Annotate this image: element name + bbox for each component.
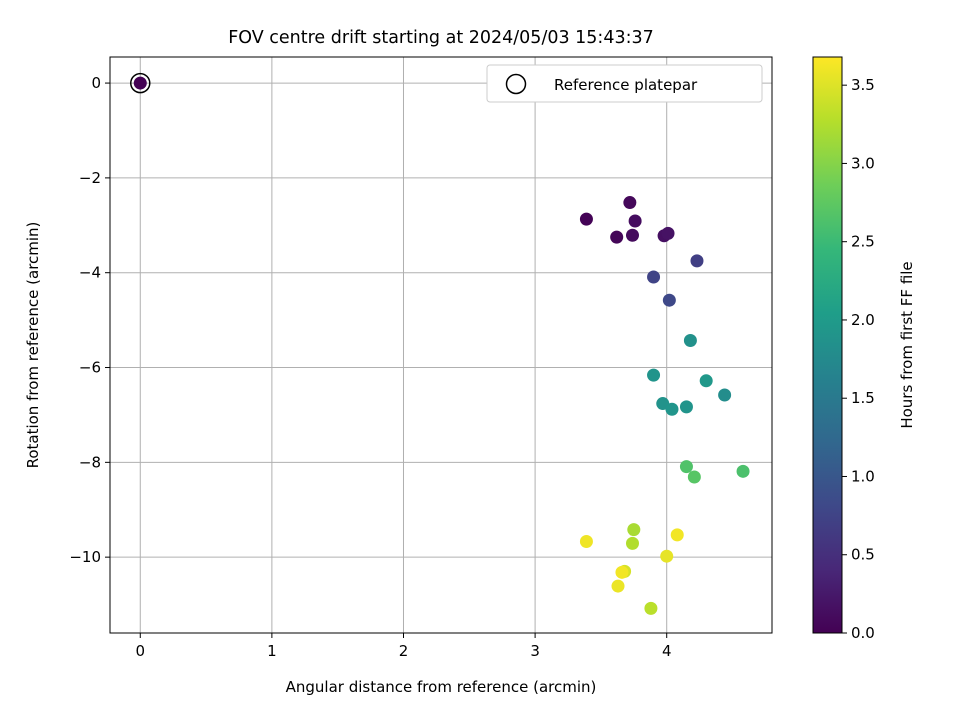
scatter-point bbox=[683, 333, 697, 347]
colorbar-tick-label: 1.5 bbox=[851, 389, 875, 407]
y-tick-label: −6 bbox=[79, 359, 101, 377]
scatter-point bbox=[736, 464, 750, 478]
scatter-point bbox=[647, 270, 661, 284]
scatter-points bbox=[130, 72, 750, 615]
scatter-point bbox=[615, 565, 629, 579]
x-tick-label: 1 bbox=[267, 642, 277, 660]
scatter-point bbox=[610, 230, 624, 244]
scatter-point bbox=[579, 212, 593, 226]
legend: Reference platepar bbox=[486, 64, 763, 103]
colorbar-tick-label: 0.0 bbox=[851, 624, 875, 642]
legend-label-reference-platepar: Reference platepar bbox=[554, 76, 698, 94]
colorbar-tick-label: 2.0 bbox=[851, 311, 875, 329]
scatter-point bbox=[625, 228, 639, 242]
colorbar-gradient bbox=[813, 57, 842, 633]
scatter-point bbox=[625, 536, 639, 550]
scatter-point bbox=[647, 368, 661, 382]
y-axis: 0 −2 −4 −6 −8 −10 bbox=[69, 74, 110, 566]
legend-marker-reference bbox=[505, 73, 527, 95]
colorbar-ticks: 0.0 0.5 1.0 1.5 2.0 2.5 3.0 3.5 bbox=[842, 76, 875, 642]
scatter-point bbox=[627, 523, 641, 537]
scatter-point bbox=[679, 460, 693, 474]
colorbar-tick-label: 3.5 bbox=[851, 76, 875, 94]
scatter-point bbox=[665, 402, 679, 416]
colorbar: 0.0 0.5 1.0 1.5 2.0 2.5 3.0 3.5 Hours from firs… bbox=[812, 56, 916, 642]
scatter-point bbox=[662, 293, 676, 307]
reference-platepar-marker bbox=[130, 72, 151, 94]
y-tick-label: −4 bbox=[79, 264, 101, 282]
x-tick-label: 4 bbox=[662, 642, 672, 660]
x-axis: 0 1 2 3 4 bbox=[135, 633, 671, 660]
scatter-point bbox=[579, 535, 593, 549]
colorbar-tick-label: 2.5 bbox=[851, 233, 875, 251]
scatter-point bbox=[690, 254, 704, 268]
scatter-point bbox=[623, 196, 637, 210]
scatter-point bbox=[661, 226, 675, 240]
y-tick-label: −8 bbox=[79, 453, 101, 471]
y-tick-label: −2 bbox=[79, 169, 101, 187]
scatter-point bbox=[687, 470, 701, 484]
scatter-point bbox=[718, 388, 732, 402]
x-tick-label: 0 bbox=[135, 642, 145, 660]
chart-title: FOV centre drift starting at 2024/05/03 … bbox=[228, 28, 654, 48]
y-tick-label: −10 bbox=[69, 548, 101, 566]
colorbar-tick-label: 1.0 bbox=[851, 467, 875, 485]
colorbar-tick-label: 3.0 bbox=[851, 154, 875, 172]
grid-lines bbox=[110, 57, 772, 633]
x-axis-label: Angular distance from reference (arcmin) bbox=[286, 678, 597, 696]
scatter-point bbox=[611, 579, 625, 593]
scatter-point bbox=[628, 214, 642, 228]
scatter-point bbox=[699, 374, 713, 388]
y-axis-label: Rotation from reference (arcmin) bbox=[24, 222, 42, 469]
scatter-point bbox=[644, 601, 658, 615]
scatter-point bbox=[670, 528, 684, 542]
x-tick-label: 3 bbox=[530, 642, 540, 660]
colorbar-label: Hours from first FF file bbox=[898, 261, 916, 428]
scatter-point bbox=[133, 76, 147, 90]
scatter-point bbox=[660, 549, 674, 563]
colorbar-tick-label: 0.5 bbox=[851, 546, 875, 564]
legend-box bbox=[486, 64, 763, 103]
x-tick-label: 2 bbox=[399, 642, 409, 660]
plot-frame bbox=[109, 56, 773, 634]
scatter-point bbox=[679, 400, 693, 414]
y-tick-label: 0 bbox=[91, 74, 101, 92]
colorbar-frame bbox=[812, 56, 843, 634]
plot-area bbox=[110, 57, 772, 633]
